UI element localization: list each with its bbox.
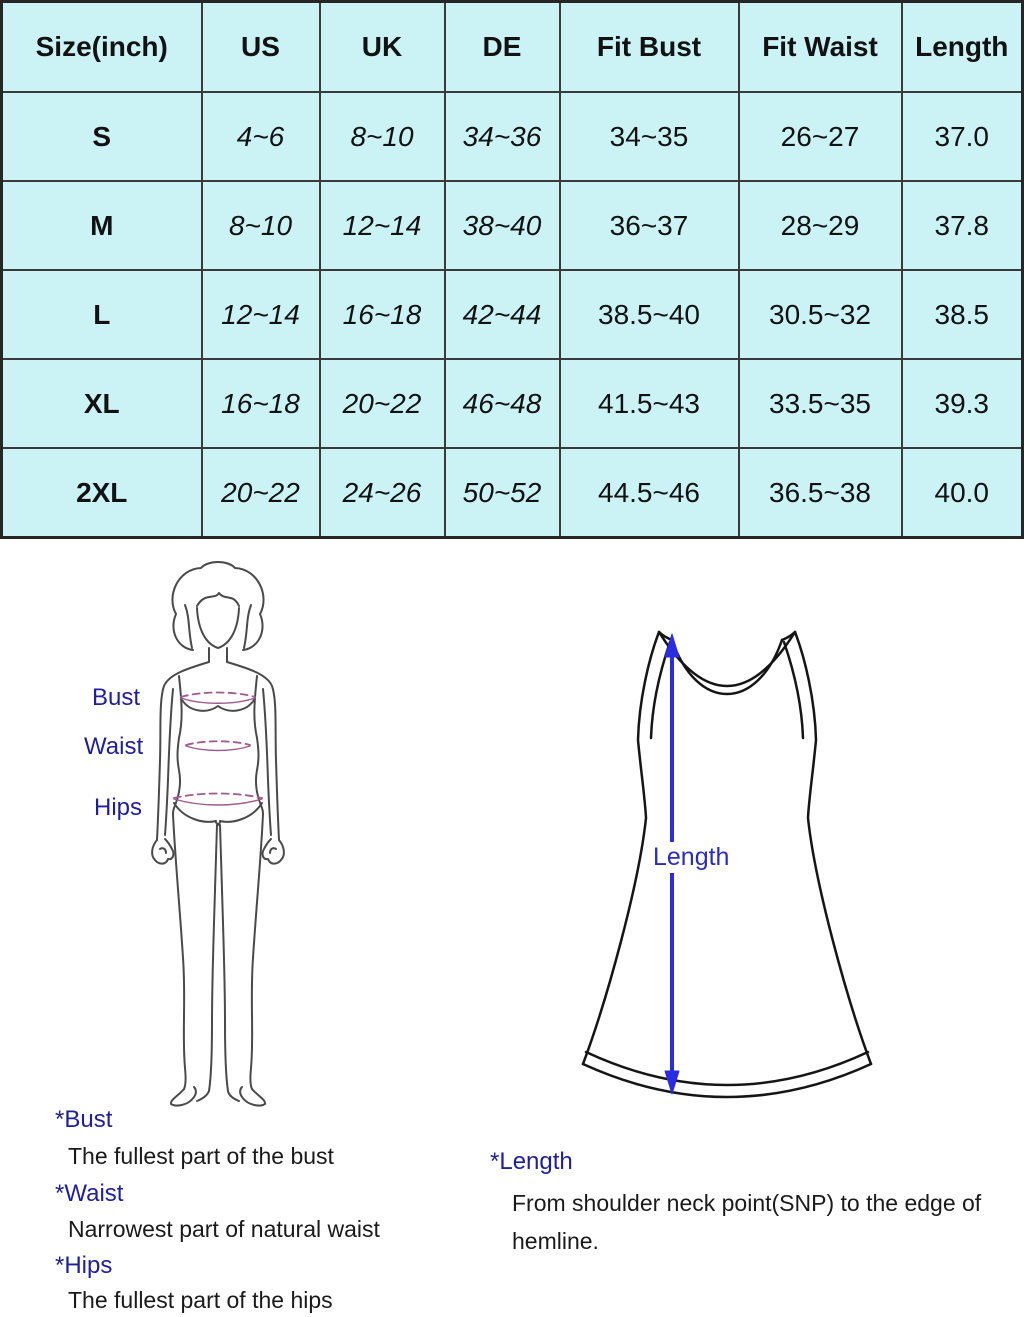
bust-measure-line: [180, 691, 256, 698]
table-cell: 28~29: [737, 180, 903, 271]
torso-left-outline: [172, 675, 183, 815]
note-term-length: *Length: [490, 1148, 573, 1175]
table-cell: 12~14: [200, 269, 321, 360]
table-cell: 30.5~32: [737, 269, 903, 360]
table-cell: 8~10: [200, 180, 321, 271]
table-cell: 8~10: [318, 91, 446, 182]
bust-label: Bust: [92, 684, 141, 711]
table-cell: 16~18: [318, 269, 446, 360]
torso-right-outline: [253, 675, 264, 815]
table-row-l: L 12~14 16~18 42~44 38.5~40 30.5~32 38.5: [0, 269, 1024, 360]
note-text-hips: The fullest part of the hips: [68, 1287, 333, 1313]
bust-measure-underline: [180, 697, 256, 704]
table-cell: 38.5: [900, 269, 1024, 360]
table-cell: 34~35: [558, 91, 740, 182]
header-row: Size(inch) US UK DE Fit Bust Fit Waist L…: [0, 0, 1024, 93]
table-cell: 39.3: [900, 358, 1024, 449]
left-outer-leg: [172, 813, 187, 1090]
column-header-fit-bust: Fit Bust: [558, 0, 740, 93]
column-header-length: Length: [900, 0, 1024, 93]
table-row-s: S 4~6 8~10 34~36 34~35 26~27 37.0: [0, 91, 1024, 182]
hips-measure-line: [173, 792, 263, 799]
column-header-us: US: [200, 0, 321, 93]
table-cell: XL: [0, 358, 203, 449]
table-cell: 2XL: [0, 447, 203, 539]
column-header-fit-waist: Fit Waist: [737, 0, 903, 93]
table-cell: 40.0: [900, 447, 1024, 539]
right-hand: [261, 838, 285, 865]
hair-outline: [171, 561, 265, 651]
hips-label: Hips: [94, 794, 143, 821]
waist-measure-underline: [185, 745, 251, 752]
table-row-xl: XL 16~18 20~22 46~48 41.5~43 33.5~35 39.…: [0, 358, 1024, 449]
table-cell: 16~18: [200, 358, 321, 449]
note-text-bust: The fullest part of the bust: [68, 1143, 334, 1169]
right-inner-leg: [219, 824, 229, 1092]
dress-illustration: [581, 630, 873, 1099]
table-cell: 4~6: [200, 91, 321, 182]
table-cell: 41.5~43: [558, 358, 740, 449]
table-cell: 37.0: [900, 91, 1024, 182]
waist-measure-line: [185, 740, 251, 746]
left-inner-arm: [164, 688, 174, 836]
note-term-hips: *Hips: [55, 1252, 113, 1279]
table-cell: 36.5~38: [737, 447, 903, 539]
left-arm-outline: [156, 661, 210, 841]
right-foot: [227, 1086, 267, 1107]
table-cell: 36~37: [558, 180, 740, 271]
table-cell: 33.5~35: [737, 358, 903, 449]
table-cell: 44.5~46: [558, 447, 740, 539]
neck-lines: [208, 647, 228, 663]
size-table: Size(inch) US UK DE Fit Bust Fit Waist L…: [0, 0, 1024, 539]
right-inner-arm: [262, 688, 272, 836]
table-row-m: M 8~10 12~14 38~40 36~37 28~29 37.8: [0, 180, 1024, 271]
column-header-de: DE: [443, 0, 561, 93]
table-cell: 38.5~40: [558, 269, 740, 360]
table-cell: 42~44: [443, 269, 561, 360]
right-arm-outline: [226, 661, 280, 841]
note-text-length: From shoulder neck point(SNP) to the edg…: [512, 1190, 982, 1254]
hips-measure-underline: [173, 798, 263, 806]
length-label: Length: [648, 842, 735, 873]
table-cell: M: [0, 180, 203, 271]
left-hand: [151, 838, 175, 865]
table-cell: 37.8: [900, 180, 1024, 271]
bikini-outline: [173, 802, 263, 826]
note-text-waist: Narrowest part of natural waist: [68, 1216, 380, 1242]
table-cell: 20~22: [200, 447, 321, 539]
face-outline: [196, 607, 240, 649]
waist-label: Waist: [84, 733, 144, 760]
table-cell: L: [0, 269, 203, 360]
table-cell: 46~48: [443, 358, 561, 449]
table-cell: 50~52: [443, 447, 561, 539]
left-inner-leg: [208, 824, 218, 1092]
table-cell: 34~36: [443, 91, 561, 182]
column-header-size: Size(inch): [0, 0, 203, 93]
table-row-2xl: 2XL 20~22 24~26 50~52 44.5~46 36.5~38 40…: [0, 447, 1024, 539]
table-cell: 20~22: [318, 358, 446, 449]
table-cell: 26~27: [737, 91, 903, 182]
woman-figure-illustration: [151, 561, 285, 1107]
table-cell: S: [0, 91, 203, 182]
note-term-waist: *Waist: [55, 1180, 124, 1207]
note-term-bust: *Bust: [55, 1106, 113, 1133]
left-foot: [169, 1086, 210, 1107]
column-header-uk: UK: [318, 0, 446, 93]
table-cell: 12~14: [318, 180, 446, 271]
table-cell: 38~40: [443, 180, 561, 271]
table-cell: 24~26: [318, 447, 446, 539]
bust-curves: [181, 699, 255, 712]
right-outer-leg: [249, 813, 264, 1090]
